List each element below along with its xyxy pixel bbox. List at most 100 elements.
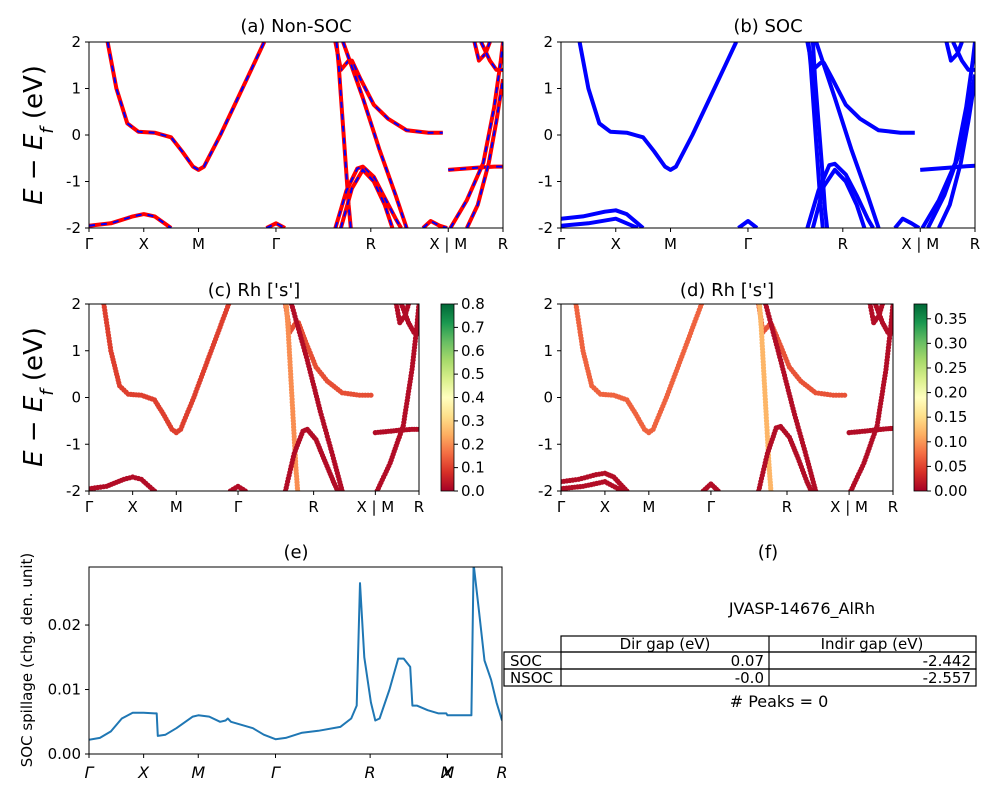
table-cell-nsoc-indir: -2.557 <box>923 669 971 687</box>
band-line <box>810 167 867 228</box>
band-point <box>808 488 814 491</box>
colorbar-tick-label: 0.3 <box>461 412 485 430</box>
band-line <box>472 42 492 63</box>
table-cell-soc-indir: -2.442 <box>923 652 971 670</box>
y-tick-label: -1 <box>66 173 81 191</box>
y-tick-label: -1 <box>66 435 81 453</box>
colorbar-tick-label: 0.00 <box>934 482 967 500</box>
spillage-line <box>89 567 502 741</box>
band-line <box>561 216 639 228</box>
y-axis-label-part: E − E <box>19 395 49 467</box>
panel-f: (f) JVASP-14676_AlRh Dir gap (eV) Indir … <box>503 542 977 711</box>
band-point <box>242 488 248 491</box>
table-row-nsoc <box>503 668 977 687</box>
x-tick-label: Γ <box>272 235 281 253</box>
plot-area <box>561 42 975 228</box>
band-line <box>105 42 267 172</box>
axes-frame <box>560 41 976 229</box>
panel-title: (e) <box>283 542 308 563</box>
x-tick-label: X | M <box>901 235 939 253</box>
y-tick-label: -1 <box>538 435 553 453</box>
panel-title: (a) Non-SOC <box>240 16 351 37</box>
y-tick-label: 1 <box>71 80 81 98</box>
band-point <box>842 392 848 398</box>
y-tick-label: 2 <box>71 33 81 51</box>
band-point <box>890 304 893 307</box>
band-line <box>577 42 739 172</box>
colorbar-tick-label: 0.20 <box>934 384 967 402</box>
x-tick-label: R <box>970 235 980 253</box>
x-tick-label: Γ <box>557 498 566 516</box>
band-line <box>737 219 759 228</box>
band-line-dash <box>342 42 408 228</box>
colorbar-tick-label: 0.35 <box>934 310 967 328</box>
y-axis-label-part: f <box>37 125 58 134</box>
band-line-dash <box>480 42 503 71</box>
x-tick-label: R <box>414 498 424 516</box>
y-axis-label: SOC spillage (chg. den. unit) <box>18 553 36 768</box>
band-line <box>810 42 830 228</box>
band-line <box>89 212 173 228</box>
band-line <box>951 42 975 72</box>
y-tick-label: 0.00 <box>48 745 81 763</box>
band-line <box>937 78 975 228</box>
band-line-dash <box>339 168 394 228</box>
band-point <box>890 425 893 431</box>
x-tick-label: Γ <box>744 235 753 253</box>
colorbar <box>440 303 455 492</box>
band-line <box>334 42 353 228</box>
y-tick-label: -1 <box>538 173 553 191</box>
x-tick-label: X <box>139 235 149 253</box>
band-point <box>226 304 232 307</box>
gap-table <box>503 635 977 687</box>
colorbar-tick-label: 0.15 <box>934 408 967 426</box>
panel-title: (d) Rh ['s'] <box>680 280 774 301</box>
panel-title: (b) SOC <box>733 16 802 37</box>
band-point <box>768 488 774 491</box>
panel-e: 0.000.010.02Γ X M Γ R XM R(e)SOC spillage (chg… <box>18 542 508 782</box>
x-tick-label: X <box>611 235 621 253</box>
y-tick-label: 1 <box>543 342 553 360</box>
x-tick-label: R <box>496 763 507 782</box>
x-tick-label: Γ <box>85 235 94 253</box>
band-point <box>335 488 341 491</box>
band-line-dash <box>422 219 448 228</box>
colorbar <box>913 303 928 492</box>
band-line-dash <box>448 165 503 171</box>
band-point <box>698 304 705 307</box>
colorbar-tick-label: 0.6 <box>461 342 485 360</box>
x-tick-label: X <box>600 498 610 516</box>
band-line <box>333 42 443 135</box>
panel-f-title: (f) <box>758 542 778 563</box>
band-point <box>368 392 374 398</box>
band-line <box>920 42 975 228</box>
y-tick-label: 0.01 <box>48 681 81 699</box>
band-line <box>814 42 881 228</box>
y-tick-label: 0 <box>543 389 553 407</box>
colorbar-tick-label: 0.2 <box>461 435 485 453</box>
panel-a: -2 -1 0 1 2 Γ X M Γ R X | M R (a) Non-SOC E − Ef (eV) <box>19 16 508 253</box>
band-point <box>619 488 626 491</box>
x-tick-label: R <box>782 498 792 516</box>
band-line <box>944 42 964 63</box>
y-tick-label: -2 <box>66 219 81 237</box>
y-tick-label: 2 <box>71 295 81 313</box>
band-line-dash <box>334 42 443 134</box>
table-header-indir: Indir gap (eV) <box>821 635 924 653</box>
y-tick-label: 0 <box>71 389 81 407</box>
band-line-dash <box>449 42 503 228</box>
colorbar-tick-label: 0.5 <box>461 365 485 383</box>
band-point <box>715 488 721 491</box>
colorbar-tick-label: 0.7 <box>461 318 485 336</box>
x-tick-label: M <box>440 763 454 782</box>
table-cell-soc-dir: 0.07 <box>731 652 764 670</box>
plot-area <box>89 304 419 491</box>
band-line <box>561 208 645 228</box>
x-tick-label: Γ <box>85 763 95 782</box>
band-point <box>405 304 412 307</box>
y-axis-label-part: (eV) <box>19 327 49 389</box>
y-axis-label-part: (eV) <box>19 65 49 127</box>
y-tick-label: 1 <box>543 80 553 98</box>
y-tick-label: -2 <box>538 482 553 500</box>
